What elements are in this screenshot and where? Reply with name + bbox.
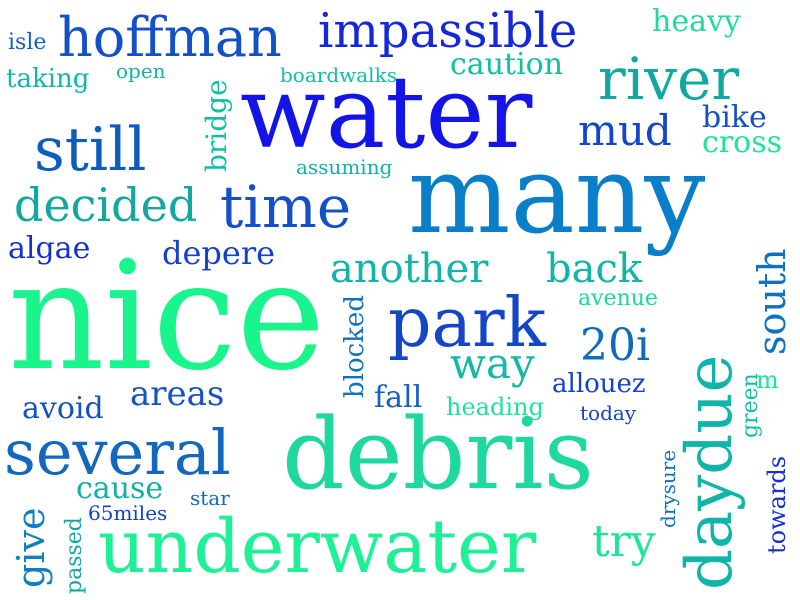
word-bike: bike — [702, 100, 767, 135]
word-star: star — [190, 486, 230, 510]
word-blocked: blocked — [340, 295, 370, 398]
word-today: today — [580, 401, 637, 425]
word-try: try — [592, 516, 656, 567]
word-heavy: heavy — [652, 4, 741, 39]
word-areas: areas — [130, 374, 224, 414]
word-several: several — [4, 416, 231, 489]
word-mud: mud — [578, 106, 672, 155]
word-many: many — [408, 133, 705, 258]
word-depere: depere — [162, 234, 275, 272]
word-towards: towards — [763, 456, 791, 554]
word-south: south — [750, 248, 794, 355]
word-daydue: daydue — [673, 355, 747, 590]
word-way: way — [450, 339, 535, 388]
word-cross: cross — [702, 125, 782, 160]
word-caution: caution — [450, 47, 563, 82]
word-passed: passed — [62, 517, 87, 594]
word-avoid: avoid — [22, 391, 104, 426]
word-debris: debris — [282, 398, 594, 512]
word-isle: isle — [8, 30, 46, 55]
word-give: give — [9, 508, 53, 588]
word-65miles: 65miles — [88, 501, 167, 525]
word-water: water — [240, 54, 533, 171]
word-m: m — [756, 366, 779, 394]
word-algae: algae — [8, 231, 90, 266]
word-cause: cause — [76, 471, 163, 506]
word-bridge: bridge — [200, 79, 233, 172]
word-green: green — [738, 373, 763, 438]
word-another: another — [330, 246, 489, 292]
word-drysure: drysure — [656, 450, 680, 528]
word-underwater: underwater — [98, 504, 537, 590]
word-taking: taking — [6, 64, 89, 94]
word-boardwalks: boardwalks — [280, 63, 397, 87]
word-impassible: impassible — [318, 3, 577, 59]
word-park: park — [388, 284, 547, 363]
word-still: still — [34, 115, 146, 185]
word-avenue: avenue — [578, 286, 658, 311]
word-time: time — [220, 173, 351, 241]
word-20i: 20i — [580, 320, 650, 371]
word-fall: fall — [374, 380, 422, 415]
word-heading: heading — [446, 393, 544, 421]
word-hoffman: hoffman — [58, 6, 282, 69]
word-assuming: assuming — [296, 155, 393, 179]
word-back: back — [546, 246, 643, 292]
word-allouez: allouez — [552, 369, 646, 399]
word-river: river — [598, 45, 739, 113]
word-decided: decided — [14, 178, 197, 232]
word-nice: nice — [8, 230, 325, 404]
word-open: open — [116, 59, 166, 83]
